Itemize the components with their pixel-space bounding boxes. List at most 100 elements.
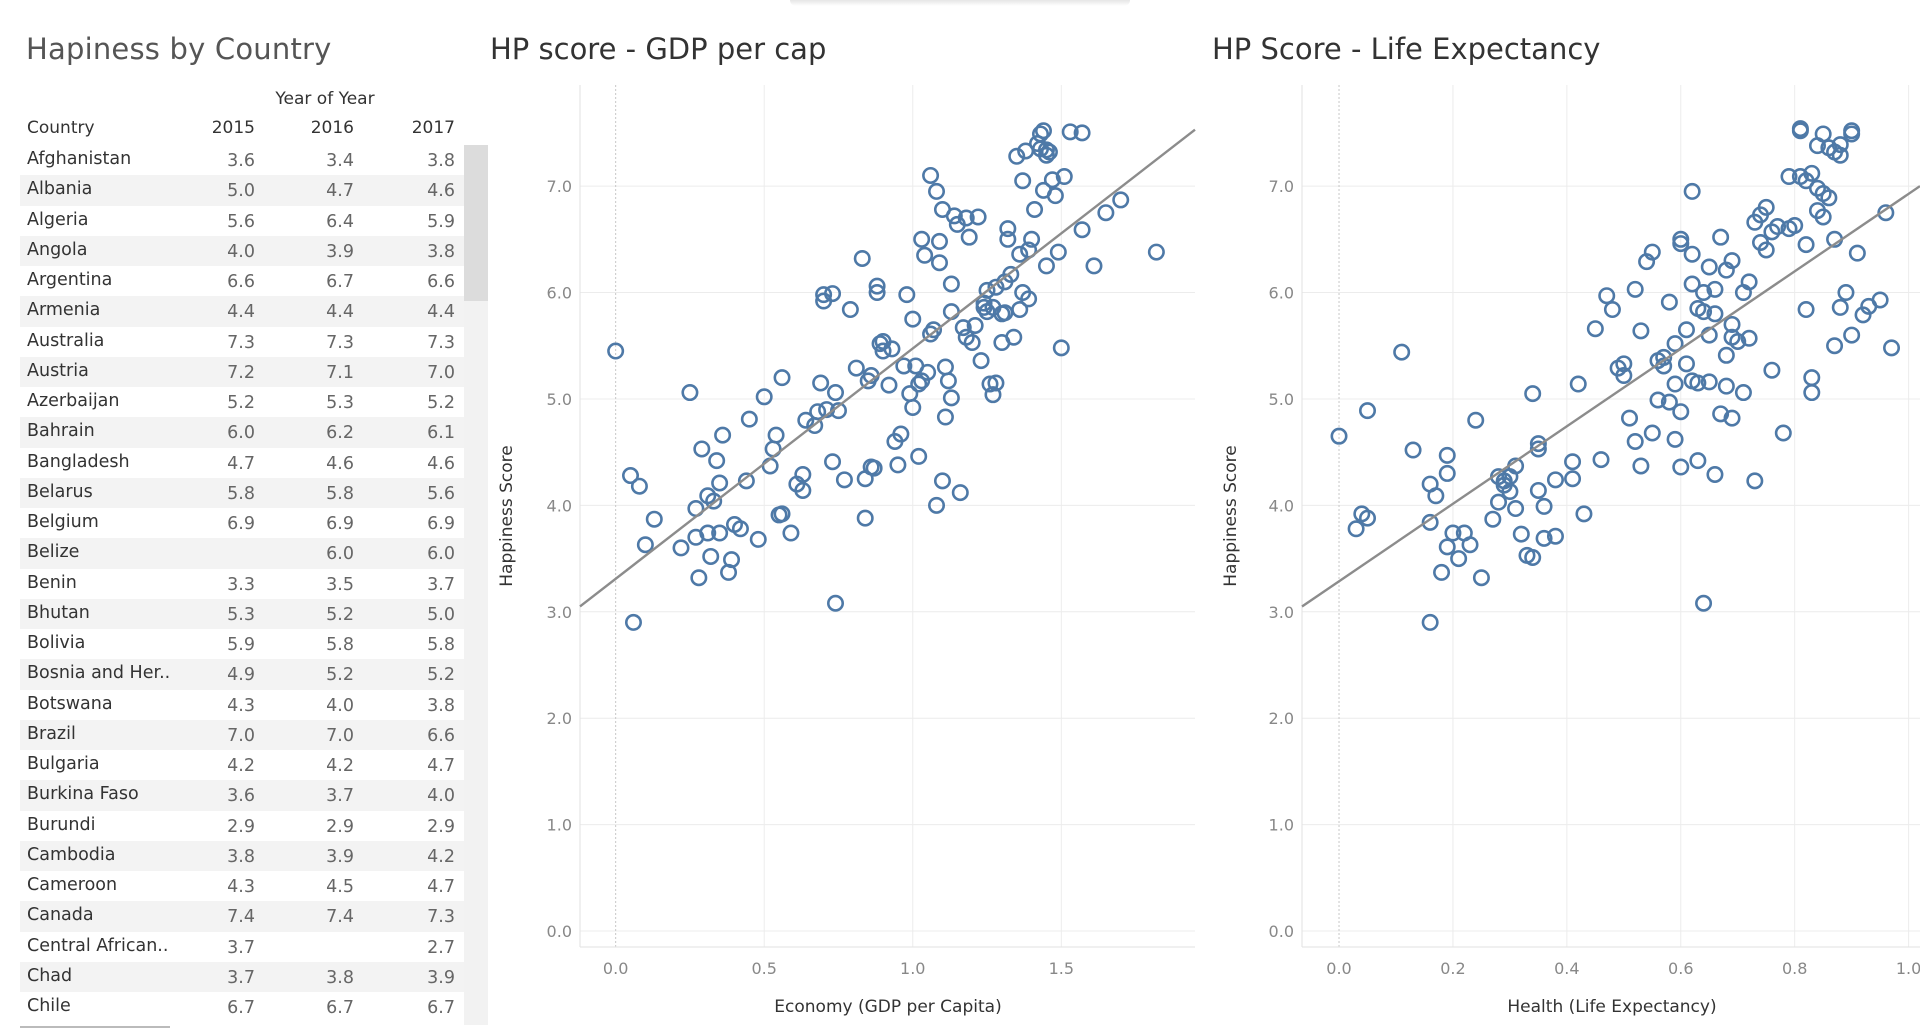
data-point[interactable] <box>622 467 640 485</box>
data-point[interactable] <box>1734 384 1752 402</box>
data-point[interactable] <box>1467 411 1485 429</box>
data-point[interactable] <box>1404 441 1422 459</box>
data-point[interactable] <box>1791 120 1809 138</box>
data-point[interactable] <box>749 530 767 548</box>
data-point[interactable] <box>1757 198 1775 216</box>
data-point[interactable] <box>972 352 990 370</box>
data-point[interactable] <box>987 278 1005 296</box>
data-point[interactable] <box>978 281 996 299</box>
data-point[interactable] <box>936 358 954 376</box>
data-point[interactable] <box>1147 243 1165 261</box>
data-point[interactable] <box>705 492 723 510</box>
data-point[interactable] <box>1689 374 1707 392</box>
data-point[interactable] <box>928 182 946 200</box>
data-point[interactable] <box>1040 143 1058 161</box>
data-point[interactable] <box>824 285 842 303</box>
data-point[interactable] <box>1831 136 1849 154</box>
year-header-2016[interactable]: 2016 <box>310 118 354 138</box>
table-row[interactable]: Bosnia and Her.. 4.9 5.2 5.2 <box>20 659 470 690</box>
data-point[interactable] <box>1359 509 1377 527</box>
data-point[interactable] <box>1717 346 1735 364</box>
data-point[interactable] <box>1085 257 1103 275</box>
table-row[interactable]: Belarus 5.8 5.8 5.6 <box>20 477 470 508</box>
data-point[interactable] <box>1877 204 1895 222</box>
data-point[interactable] <box>960 228 978 246</box>
data-point[interactable] <box>945 207 963 225</box>
data-point[interactable] <box>1112 191 1130 209</box>
data-point[interactable] <box>1073 124 1091 142</box>
table-row[interactable]: Central African.. 3.7 2.7 <box>20 932 470 962</box>
data-point[interactable] <box>636 536 654 554</box>
data-point[interactable] <box>1450 550 1468 568</box>
data-point[interactable] <box>999 220 1017 238</box>
data-point[interactable] <box>1524 385 1542 403</box>
data-point[interactable] <box>1740 273 1758 291</box>
data-point[interactable] <box>1512 525 1530 543</box>
data-point[interactable] <box>797 411 815 429</box>
table-row[interactable]: Algeria 5.6 6.4 5.9 <box>20 206 470 236</box>
data-point[interactable] <box>737 472 755 490</box>
data-point[interactable] <box>1043 171 1061 189</box>
data-point[interactable] <box>1034 122 1052 140</box>
table-row[interactable]: Bahrain 6.0 6.2 6.1 <box>20 417 470 448</box>
data-point[interactable] <box>1831 298 1849 316</box>
data-point[interactable] <box>889 456 907 474</box>
data-point[interactable] <box>1814 125 1832 143</box>
data-point[interactable] <box>1501 483 1519 501</box>
data-point[interactable] <box>1564 470 1582 488</box>
data-point[interactable] <box>693 440 711 458</box>
data-point[interactable] <box>1843 326 1861 344</box>
data-point[interactable] <box>1002 265 1020 283</box>
data-point[interactable] <box>1037 146 1055 164</box>
data-point[interactable] <box>1803 369 1821 387</box>
data-point[interactable] <box>1011 301 1029 319</box>
data-point[interactable] <box>1626 433 1644 451</box>
data-point[interactable] <box>1046 187 1064 205</box>
data-point[interactable] <box>1438 538 1456 556</box>
data-point[interactable] <box>1683 182 1701 200</box>
data-point[interactable] <box>1049 243 1067 261</box>
data-point[interactable] <box>1763 361 1781 379</box>
data-point[interactable] <box>919 363 937 381</box>
data-point[interactable] <box>1546 471 1564 489</box>
data-point[interactable] <box>1803 384 1821 402</box>
data-point[interactable] <box>1695 303 1713 321</box>
table-scrollbar-thumb[interactable] <box>464 145 488 301</box>
data-point[interactable] <box>1677 321 1695 339</box>
data-point[interactable] <box>1843 122 1861 140</box>
data-point[interactable] <box>1014 172 1032 190</box>
data-point[interactable] <box>1055 168 1073 186</box>
data-point[interactable] <box>898 286 916 304</box>
data-point[interactable] <box>731 520 749 538</box>
data-point[interactable] <box>723 551 741 569</box>
data-point[interactable] <box>1023 230 1041 248</box>
data-point[interactable] <box>939 372 957 390</box>
data-point[interactable] <box>827 384 845 402</box>
data-point[interactable] <box>794 481 812 499</box>
data-point[interactable] <box>1683 275 1701 293</box>
data-point[interactable] <box>1672 403 1690 421</box>
data-point[interactable] <box>1848 244 1866 262</box>
data-point[interactable] <box>880 376 898 394</box>
data-point[interactable] <box>1569 375 1587 393</box>
data-point[interactable] <box>1695 594 1713 612</box>
data-point[interactable] <box>942 389 960 407</box>
data-point[interactable] <box>740 410 758 428</box>
data-point[interactable] <box>987 374 1005 392</box>
data-point[interactable] <box>1026 201 1044 219</box>
data-point[interactable] <box>1826 337 1844 355</box>
table-row[interactable]: Australia 7.3 7.3 7.3 <box>20 327 470 357</box>
data-point[interactable] <box>1757 241 1775 259</box>
data-point[interactable] <box>954 319 972 337</box>
data-point[interactable] <box>868 284 886 302</box>
data-point[interactable] <box>1626 280 1644 298</box>
data-point[interactable] <box>1632 322 1650 340</box>
data-point[interactable] <box>984 386 1002 404</box>
data-point[interactable] <box>708 452 726 470</box>
data-point[interactable] <box>1706 280 1724 298</box>
data-point[interactable] <box>1330 427 1348 445</box>
table-row[interactable]: Canada 7.4 7.4 7.3 <box>20 901 470 932</box>
data-point[interactable] <box>1723 409 1741 427</box>
data-point[interactable] <box>1632 457 1650 475</box>
data-point[interactable] <box>1666 430 1684 448</box>
